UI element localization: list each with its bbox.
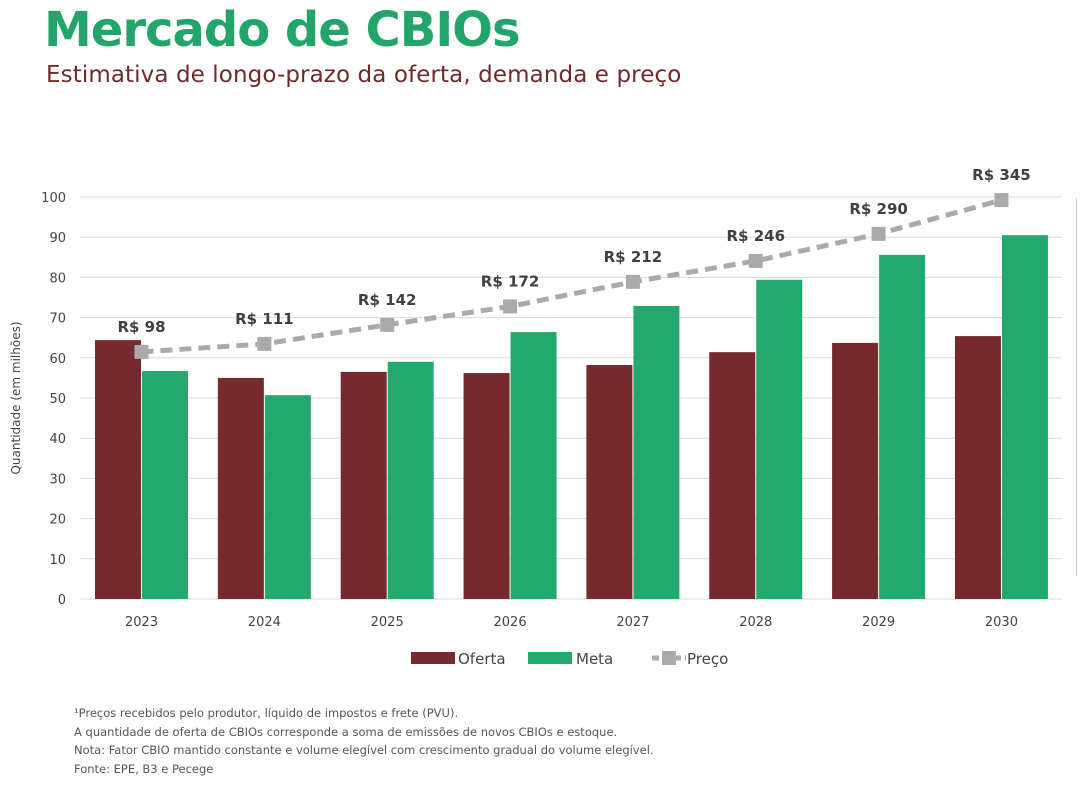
- price-marker-2024: [257, 336, 272, 351]
- y-tick-label: 70: [49, 312, 66, 327]
- bar-oferta-2025: [340, 371, 387, 599]
- x-axis-ticks: 2023 2024 2025 2026 2027 2028 2029 2030: [125, 615, 1018, 630]
- legend-label-oferta: Oferta: [458, 650, 506, 668]
- price-marker-2027: [625, 274, 640, 289]
- legend-marker-preco: [662, 651, 676, 665]
- footnote: ¹Preços recebidos pelo produtor, líquido…: [74, 706, 459, 720]
- price-data-label: R$ 290: [849, 200, 908, 218]
- legend: Oferta Meta Preço: [411, 650, 728, 668]
- price-marker-2023: [134, 344, 149, 359]
- price-data-label: R$ 345: [972, 166, 1031, 184]
- x-tick-label: 2026: [494, 615, 527, 630]
- footnote: Nota: Fator CBIO mantido constante e vol…: [74, 743, 654, 757]
- price-marker-2026: [503, 299, 518, 314]
- x-tick-label: 2030: [985, 615, 1018, 630]
- y-tick-label: 20: [49, 513, 66, 528]
- legend-swatch-oferta: [411, 652, 455, 664]
- bar-meta-2028: [756, 279, 803, 599]
- bar-oferta-2029: [832, 342, 879, 599]
- y-axis-ticks: 0 10 20 30 40 50 60 70 80 90 100: [41, 191, 66, 608]
- page-subtitle: Estimativa de longo-prazo da oferta, dem…: [46, 62, 682, 88]
- price-data-label: R$ 98: [117, 318, 165, 336]
- x-tick-label: 2023: [125, 615, 158, 630]
- page-title: Mercado de CBIOs: [44, 2, 521, 58]
- price-data-label: R$ 212: [604, 248, 663, 266]
- legend-label-preco: Preço: [687, 650, 728, 668]
- bar-oferta-2023: [95, 340, 141, 599]
- x-tick-label: 2029: [862, 615, 895, 630]
- y-tick-label: 30: [49, 472, 66, 487]
- price-data-label: R$ 172: [481, 272, 540, 290]
- price-line: R$ 98 R$ 111 R$ 142 R$ 172 R$ 212 R$ 246 R$ 29…: [117, 166, 1031, 359]
- bar-meta-2029: [879, 254, 926, 599]
- price-data-label: R$ 246: [726, 227, 785, 245]
- y-tick-label: 80: [49, 271, 66, 286]
- bar-meta-2027: [633, 305, 680, 599]
- legend-label-meta: Meta: [576, 650, 613, 668]
- footnote: A quantidade de oferta de CBIOs correspo…: [74, 724, 618, 739]
- footnotes: ¹Preços recebidos pelo produtor, líquido…: [74, 704, 654, 778]
- bar-meta-2024: [264, 395, 311, 599]
- price-line-path: [141, 197, 1003, 355]
- bar-oferta-2024: [217, 377, 264, 599]
- y-tick-label: 60: [49, 352, 66, 367]
- bar-oferta-2026: [463, 373, 510, 599]
- y-axis-label: Quantidade (em milhões): [9, 321, 23, 474]
- price-data-label: R$ 142: [358, 291, 417, 309]
- y-tick-label: 10: [49, 553, 66, 568]
- bar-meta-2030: [1001, 235, 1048, 599]
- price-marker-2030: [994, 193, 1009, 208]
- price-marker-2029: [871, 226, 886, 241]
- legend-swatch-meta: [528, 652, 572, 664]
- bar-oferta-2030: [954, 336, 1001, 599]
- price-marker-2025: [380, 317, 395, 332]
- bar-oferta-2027: [586, 365, 633, 599]
- bar-oferta-2028: [709, 352, 756, 599]
- bar-meta-2026: [510, 332, 557, 599]
- x-tick-label: 2025: [371, 615, 404, 630]
- bar-meta-2025: [387, 361, 434, 599]
- y-tick-label: 100: [41, 191, 66, 206]
- price-marker-2028: [748, 253, 763, 268]
- divider-line: [1076, 198, 1077, 576]
- footnote: Fonte: EPE, B3 e Pecege: [74, 761, 214, 776]
- y-tick-label: 50: [49, 392, 66, 407]
- y-tick-label: 90: [49, 231, 66, 246]
- y-tick-label: 40: [49, 432, 66, 447]
- x-tick-label: 2028: [739, 615, 772, 630]
- bars: [95, 235, 1048, 599]
- price-data-label: R$ 111: [235, 310, 294, 328]
- x-tick-label: 2024: [248, 615, 281, 630]
- bar-meta-2023: [142, 371, 188, 599]
- x-tick-label: 2027: [616, 615, 649, 630]
- y-tick-label: 0: [58, 593, 66, 608]
